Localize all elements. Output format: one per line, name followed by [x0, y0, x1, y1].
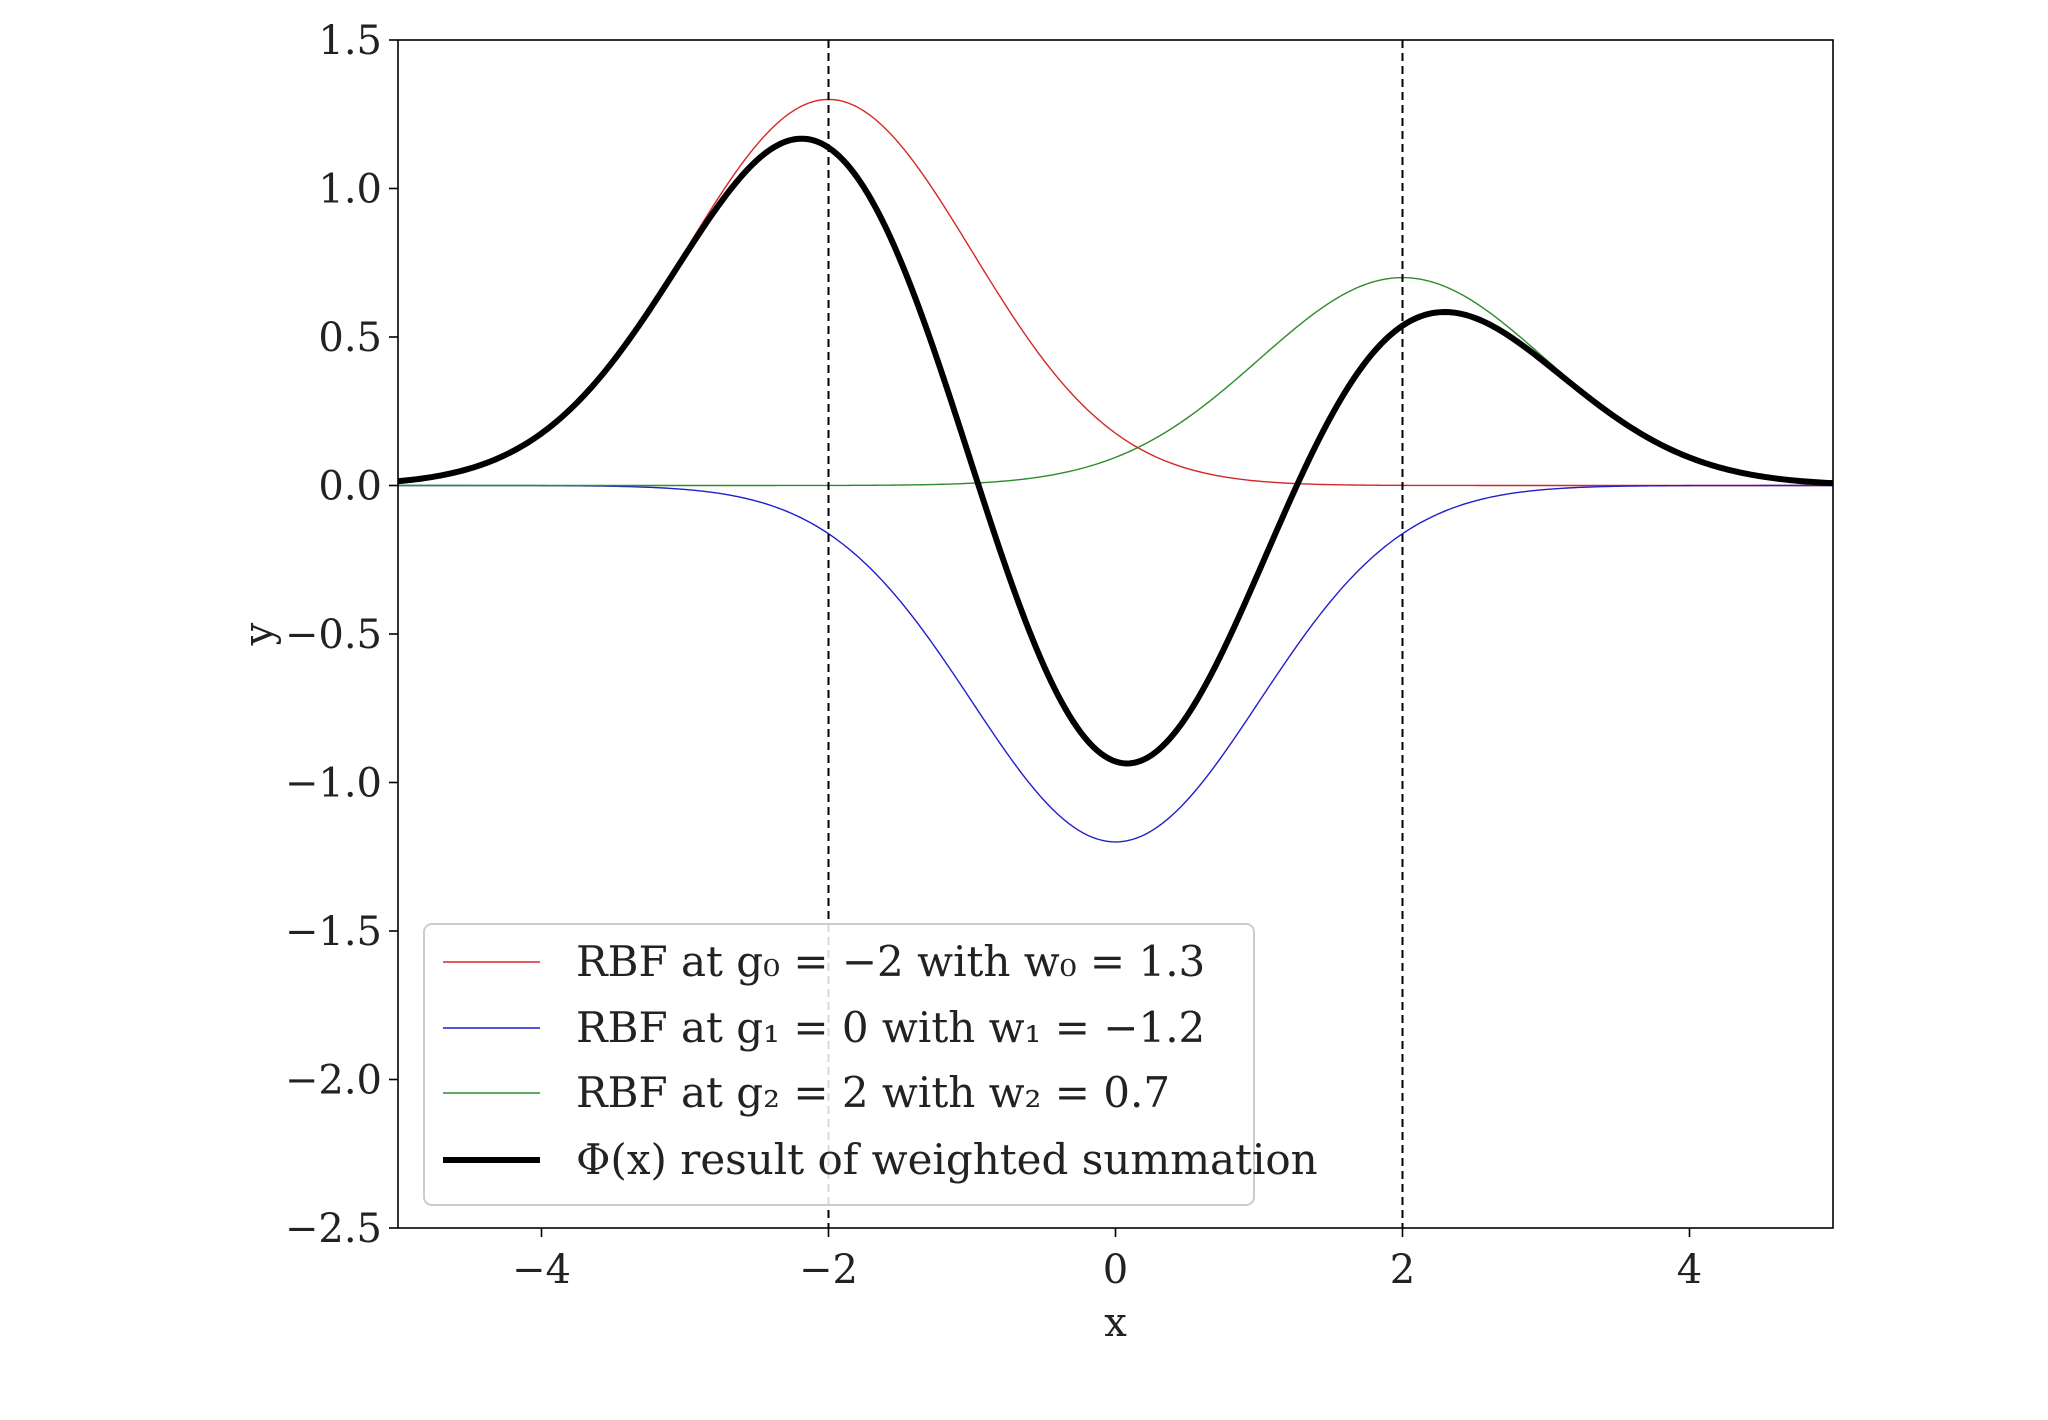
x-tick-label: −2 [799, 1247, 858, 1293]
y-tick-label: −0.5 [285, 612, 382, 658]
x-tick-label: 4 [1677, 1247, 1702, 1293]
series-line-rbf-1 [398, 484, 1833, 843]
x-tick-label: 0 [1103, 1247, 1128, 1293]
x-tick-label: −4 [512, 1247, 571, 1293]
legend-box [423, 923, 1255, 1206]
x-axis-label: x [1104, 1300, 1127, 1346]
series-line-rbf-0 [398, 98, 1833, 487]
legend-label: RBF at g₀ = −2 with w₀ = 1.3 [576, 937, 1205, 986]
y-tick-label: −2.0 [285, 1058, 382, 1104]
y-axis-label: y [236, 622, 282, 646]
legend-label: Φ(x) result of weighted summation [576, 1135, 1318, 1184]
legend: RBF at g₀ = −2 with w₀ = 1.3 RBF at g₁ = … [423, 923, 1318, 1206]
series-line-rbf-2 [398, 276, 1833, 487]
y-tick-label: 0.0 [318, 464, 382, 510]
y-tick-label: 1.0 [318, 167, 382, 213]
x-tick-label: 2 [1390, 1247, 1415, 1293]
legend-label: RBF at g₂ = 2 with w₂ = 0.7 [576, 1068, 1170, 1117]
legend-label: RBF at g₁ = 0 with w₁ = −1.2 [576, 1003, 1205, 1052]
y-tick-label: −2.5 [285, 1206, 382, 1252]
axes: −4 −2 0 2 4 1.5 1.0 0.5 0.0 −0.5 −1.0 −1.5 −2.0 −2.5 x… [236, 18, 1834, 1346]
series-line-phi-sum [398, 135, 1833, 767]
y-tick-label: 1.5 [318, 18, 382, 64]
y-tick-label: 0.5 [318, 315, 382, 361]
y-tick-label: −1.0 [285, 761, 382, 807]
y-tick-label: −1.5 [285, 909, 382, 955]
